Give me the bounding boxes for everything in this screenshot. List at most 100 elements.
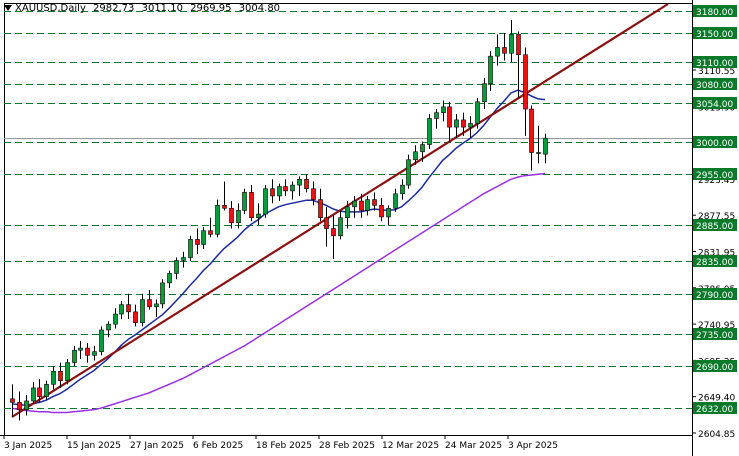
high-value: 3011.10	[141, 3, 183, 14]
time-tick-label: 27 Jan 2025	[130, 441, 184, 451]
bearish-candle	[318, 199, 323, 218]
bullish-candle	[290, 184, 295, 192]
bullish-candle	[475, 101, 480, 124]
level-label-text: 3180.00	[696, 8, 733, 18]
bearish-candle	[324, 217, 329, 229]
bullish-candle	[488, 55, 493, 84]
bullish-candle	[434, 112, 439, 119]
bullish-candle	[24, 400, 29, 410]
bullish-candle	[154, 303, 159, 308]
bearish-candle	[516, 34, 521, 56]
bearish-candle	[447, 106, 452, 128]
bullish-candle	[72, 349, 77, 363]
bullish-candle	[181, 257, 186, 261]
level-label-text: 2735.00	[696, 331, 733, 341]
level-label-box	[693, 27, 737, 39]
support-resistance-levels	[4, 11, 692, 409]
level-price-labels: 3180.00 3150.00 3110.00 3080.00 3054.00 3000.…	[693, 5, 737, 415]
bearish-candle	[17, 402, 22, 410]
time-tick-label: 6 Feb 2025	[193, 441, 243, 451]
bullish-candle	[406, 159, 411, 186]
level-label-text: 2790.00	[696, 291, 733, 301]
bearish-candle	[331, 228, 336, 237]
symbol-label: XAUUSD,Daily	[15, 3, 86, 14]
price-tick-label: 2923.45	[698, 176, 735, 186]
bullish-candle	[420, 144, 425, 153]
bearish-candle	[502, 47, 507, 54]
bearish-candle	[304, 178, 309, 190]
time-axis-labels: 3 Jan 2025 15 Jan 2025 27 Jan 2025 6 Feb 20…	[3, 435, 558, 451]
bullish-candle	[338, 217, 343, 237]
bullish-candle	[113, 313, 118, 325]
bullish-candle	[509, 34, 514, 54]
bullish-candle	[106, 323, 111, 331]
level-label-box	[693, 402, 737, 414]
bullish-candle	[44, 383, 49, 397]
bearish-candle	[10, 398, 15, 403]
bullish-candle	[174, 260, 179, 274]
bullish-candle	[167, 273, 172, 284]
bullish-candle	[297, 178, 302, 186]
bullish-candle	[427, 118, 432, 145]
level-label-box	[693, 255, 737, 267]
level-label-box	[693, 360, 737, 372]
bearish-candle	[523, 54, 528, 110]
price-tick-label: 3110.55	[698, 67, 735, 77]
bullish-candle	[345, 206, 350, 218]
collapse-triangle-icon[interactable]	[4, 5, 12, 11]
time-tick-label: 15 Jan 2025	[67, 441, 121, 451]
bullish-candle	[51, 370, 56, 385]
time-tick-label: 28 Feb 2025	[319, 441, 375, 451]
chart-header: XAUUSD,Daily 2982.73 3011.10 2969.95 300…	[4, 3, 284, 14]
bullish-candle	[31, 387, 36, 402]
bearish-candle	[359, 200, 364, 211]
bullish-candle	[482, 83, 487, 103]
candles	[10, 19, 548, 421]
bearish-candle	[529, 108, 534, 153]
time-tick-label: 12 Mar 2025	[382, 441, 439, 451]
bullish-candle	[413, 151, 418, 161]
level-label-box	[693, 78, 737, 90]
bullish-candle	[386, 207, 391, 218]
bearish-candle	[208, 230, 213, 235]
level-label-text: 3110.00	[696, 59, 733, 69]
level-label-box	[693, 97, 737, 109]
price-tick-label: 2877.55	[698, 212, 735, 222]
level-label-text: 2885.00	[696, 222, 733, 232]
level-label-box	[693, 219, 737, 231]
bearish-candle	[249, 192, 254, 218]
level-label-text: 3054.00	[696, 100, 733, 110]
bullish-candle	[277, 186, 282, 197]
bullish-candle	[78, 347, 83, 351]
bullish-candle	[236, 210, 241, 224]
level-label-text: 2835.00	[696, 258, 733, 268]
close-value: 3004.80	[238, 3, 281, 14]
slow-moving-average-line	[11, 172, 546, 414]
level-label-box	[693, 5, 737, 17]
bullish-candle	[65, 362, 70, 381]
bullish-candle	[495, 47, 500, 57]
bearish-candle	[58, 370, 63, 381]
plot-frame	[4, 3, 693, 436]
bearish-candle	[283, 186, 288, 192]
bullish-candle	[256, 213, 261, 218]
bearish-candle	[311, 188, 316, 200]
bearish-candle	[37, 387, 42, 397]
bullish-candle	[543, 137, 548, 155]
bearish-candle	[372, 199, 377, 206]
bearish-candle	[461, 119, 466, 128]
bullish-candle	[441, 106, 446, 113]
bullish-candle	[393, 193, 398, 209]
bearish-candle	[147, 299, 152, 308]
bearish-candle	[133, 311, 138, 324]
level-label-text: 3150.00	[696, 30, 733, 40]
level-label-text: 3000.00	[696, 139, 733, 149]
bearish-candle	[126, 304, 131, 313]
bullish-candle	[201, 230, 206, 245]
bullish-candle	[365, 199, 370, 211]
bullish-candle	[242, 192, 247, 211]
bullish-candle	[188, 239, 193, 258]
level-label-text: 2632.00	[696, 405, 733, 415]
